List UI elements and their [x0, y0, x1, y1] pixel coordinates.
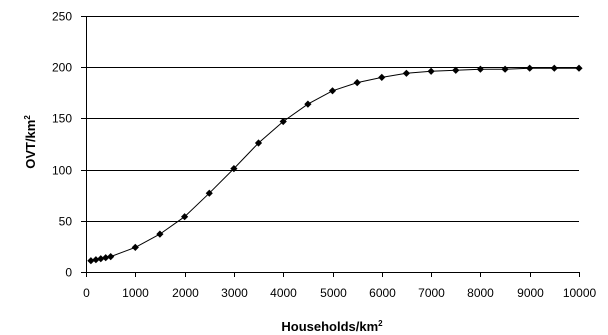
x-tick-label: 4000 — [270, 286, 297, 300]
y-tick-label: 0 — [65, 266, 72, 280]
data-point — [87, 257, 95, 265]
data-point — [501, 65, 509, 73]
data-point — [427, 67, 435, 75]
data-point — [402, 69, 411, 77]
data-point — [254, 139, 263, 147]
y-tick-label: 250 — [52, 10, 72, 24]
y-tick-label: 100 — [52, 164, 72, 178]
x-tick-label: 9000 — [517, 286, 544, 300]
x-axis-title-superscript: 2 — [378, 319, 383, 328]
y-axis-title-superscript: 2 — [23, 115, 32, 120]
x-tick-label: 7000 — [418, 286, 445, 300]
x-tick-label: 6000 — [369, 286, 396, 300]
x-tick-label: 10000 — [563, 286, 597, 300]
x-tick-label: 3000 — [221, 286, 248, 300]
data-point — [230, 165, 238, 173]
x-axis-title: Households/km2 — [281, 319, 383, 334]
data-point — [476, 65, 484, 73]
x-tick-label: 2000 — [172, 286, 199, 300]
data-point — [107, 253, 115, 261]
data-point — [92, 256, 100, 264]
data-point — [550, 64, 558, 72]
y-tick-label: 200 — [52, 61, 72, 75]
axes — [81, 16, 579, 277]
y-tick-label: 150 — [52, 112, 72, 126]
x-tick-labels: 0 1000 2000 3000 4000 5000 6000 7000 8000 9000 100… — [83, 272, 597, 300]
x-tick-label: 5000 — [320, 286, 347, 300]
data-point — [353, 79, 361, 87]
data-point — [131, 243, 139, 251]
y-axis-title: OVT/km2 — [23, 115, 38, 169]
data-series — [87, 64, 583, 265]
data-point — [181, 213, 189, 221]
data-point — [328, 87, 337, 95]
y-axis-title-text: OVT/km — [23, 120, 38, 169]
data-point — [452, 66, 460, 74]
data-point — [575, 64, 583, 72]
y-tick-labels: 0 50 100 150 200 250 — [52, 10, 86, 280]
data-point — [526, 64, 534, 72]
data-point — [304, 100, 312, 108]
series-line — [90, 67, 579, 262]
x-tick-label: 1000 — [122, 286, 149, 300]
gridlines — [86, 16, 579, 222]
x-tick-label: 8000 — [467, 286, 494, 300]
data-point — [156, 230, 164, 238]
data-point — [205, 189, 213, 197]
x-tick-label: 0 — [83, 286, 90, 300]
data-point — [378, 73, 386, 81]
data-point — [279, 117, 287, 126]
x-axis-title-text: Households/km — [281, 319, 378, 334]
y-tick-label: 50 — [59, 215, 73, 229]
data-point — [97, 255, 105, 263]
data-point — [102, 254, 110, 262]
